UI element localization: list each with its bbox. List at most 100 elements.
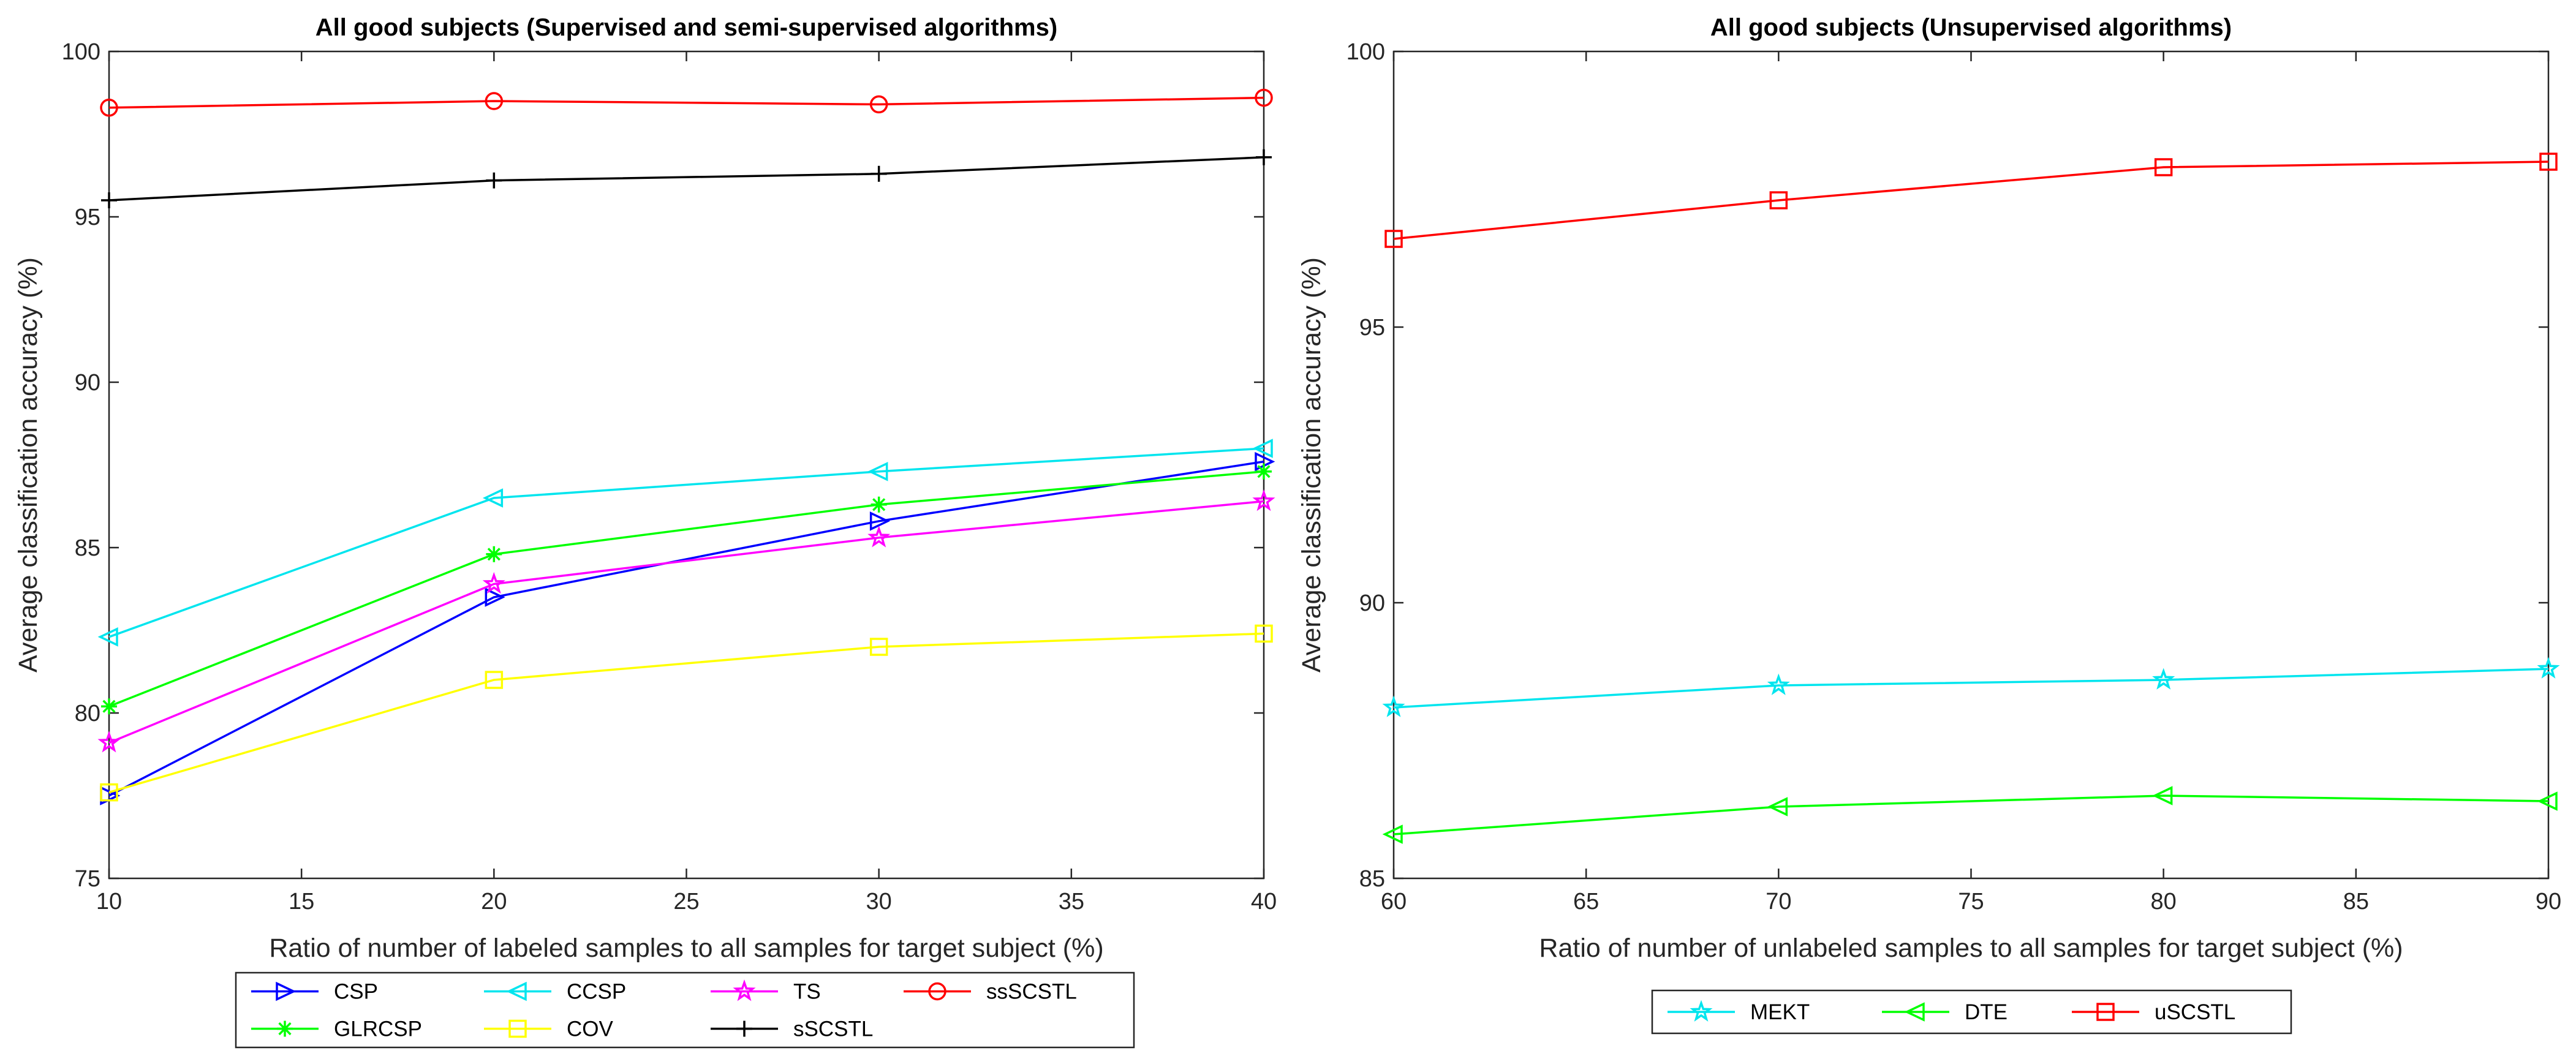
legend-marker: [1690, 1000, 1713, 1022]
y-axis-label: Average classification accuracy (%): [1297, 257, 1326, 673]
legend-marker: [506, 981, 527, 1001]
y-axis-label: Average classification accuracy (%): [13, 257, 43, 673]
x-tick-label: 90: [2536, 889, 2561, 915]
legend-entry-uscstl: uSCSTL: [2072, 1000, 2235, 1024]
series-dte: [1382, 786, 2558, 844]
legend-entry-sscstl: sSCSTL: [711, 1017, 873, 1041]
data-point-sscstl: [871, 165, 887, 182]
series-line-ssscstl: [108, 96, 1264, 109]
x-tick-label: 35: [1059, 889, 1084, 915]
x-tick-label: 60: [1381, 889, 1407, 915]
chart-unsupervised: 60 65 70 75 80 85 90 85 90 95 100 All good subjects…: [1297, 14, 2561, 1035]
data-point-dte: [1382, 824, 1403, 844]
legend-box: [1651, 989, 2292, 1035]
y-tick-label: 95: [75, 205, 100, 230]
series-cov: [100, 624, 1273, 802]
data-point-cov: [485, 671, 504, 689]
x-tick-label: 15: [289, 889, 314, 915]
x-tick-label: 25: [673, 889, 699, 915]
data-point-glrcsp: [101, 698, 117, 715]
x-axis-label: Ratio of number of labeled samples to al…: [269, 933, 1103, 963]
y-tick-label: 85: [75, 535, 100, 561]
legend-marker: [733, 979, 756, 1001]
legend-entry-csp: CSP: [251, 980, 378, 1004]
data-point-sscstl: [486, 172, 502, 189]
y-tick-label: 85: [1359, 866, 1385, 892]
y-tick-label: 80: [75, 701, 100, 726]
y-tick-label: 95: [1359, 315, 1385, 341]
data-point-sscstl: [1256, 149, 1272, 165]
legend-marker: [2096, 1003, 2115, 1021]
y-tick-label: 90: [1359, 590, 1385, 616]
legend-entry-mekt: MEKT: [1668, 1000, 1810, 1024]
y-tick-label: 75: [75, 866, 100, 892]
legend-entry-glrcsp: GLRCSP: [251, 1017, 422, 1041]
series-ts: [97, 489, 1275, 753]
series-line-ts: [108, 500, 1264, 744]
data-point-ssscstl: [485, 92, 504, 110]
data-point-ssscstl: [1255, 88, 1273, 107]
data-point-ccsp: [97, 627, 118, 647]
x-tick-label: 30: [866, 889, 892, 915]
chart-supervised: 10 15 20 25 30 35 40 75 80 85 90 95 100 All good subj…: [13, 14, 1277, 1049]
y-tick-label: 100: [62, 39, 100, 65]
data-point-cov: [100, 783, 118, 802]
data-point-csp: [485, 587, 505, 607]
data-point-mekt: [2152, 668, 2175, 690]
legend-marker: [928, 982, 946, 1001]
series-sscstl: [101, 149, 1272, 208]
data-point-uscstl: [1769, 191, 1788, 209]
series-mekt: [1382, 657, 2560, 717]
series-line-sscstl: [108, 156, 1264, 202]
x-axis-label: Ratio of number of unlabeled samples to …: [1539, 933, 2403, 963]
legend-label: ssSCSTL: [986, 980, 1077, 1004]
chart-title: All good subjects (Supervised and semi-s…: [315, 14, 1057, 41]
legend-label: DTE: [1965, 1000, 2008, 1024]
series-ccsp: [97, 439, 1273, 647]
legend-entry-cov: COV: [484, 1017, 614, 1041]
data-point-cov: [1255, 624, 1273, 643]
series-glrcsp: [101, 463, 1272, 715]
legend-entry-dte: DTE: [1882, 1000, 2008, 1024]
x-tick-label: 80: [2151, 889, 2177, 915]
x-tick-label: 85: [2343, 889, 2369, 915]
data-point-ssscstl: [100, 99, 118, 117]
legend: MEKT DTE uSCSTL: [1651, 989, 2292, 1035]
legend-label: uSCSTL: [2155, 1000, 2235, 1024]
data-point-uscstl: [2539, 153, 2558, 171]
data-point-dte: [2152, 786, 2173, 805]
series-line-dte: [1393, 794, 2549, 835]
x-tick-label: 10: [96, 889, 122, 915]
legend-label: sSCSTL: [793, 1017, 873, 1041]
legend-label: MEKT: [1750, 1000, 1810, 1024]
legend: CSP CCSP TS ssSCSTL GLRCSP COV sSCSTL: [235, 971, 1135, 1049]
legend-label: CSP: [334, 980, 378, 1004]
series-uscstl: [1384, 153, 2558, 248]
series-ssscstl: [100, 88, 1273, 117]
legend-marker: [508, 1019, 527, 1038]
legend-label: GLRCSP: [334, 1017, 422, 1041]
x-tick-label: 20: [481, 889, 507, 915]
x-tick-label: 75: [1958, 889, 1984, 915]
chart-title: All good subjects (Unsupervised algorith…: [1710, 14, 2232, 41]
data-point-sscstl: [101, 192, 117, 208]
x-tick-label: 65: [1573, 889, 1599, 915]
legend-marker: [1904, 1002, 1925, 1022]
data-point-ccsp: [867, 462, 888, 481]
data-point-ts: [1252, 489, 1275, 511]
data-point-uscstl: [2154, 158, 2173, 176]
x-tick-label: 70: [1766, 889, 1791, 915]
series-line-csp: [108, 460, 1264, 797]
legend-marker: [276, 981, 297, 1001]
data-point-ccsp: [482, 488, 504, 508]
legend-box: [235, 971, 1135, 1049]
y-tick-label: 90: [75, 370, 100, 396]
data-point-mekt: [2537, 657, 2560, 679]
data-point-glrcsp: [871, 496, 887, 513]
series-line-uscstl: [1393, 160, 2549, 240]
legend-entry-ccsp: CCSP: [484, 980, 626, 1004]
legend-label: TS: [793, 980, 821, 1004]
legend-entry-ts: TS: [711, 979, 821, 1004]
data-point-glrcsp: [486, 546, 502, 562]
